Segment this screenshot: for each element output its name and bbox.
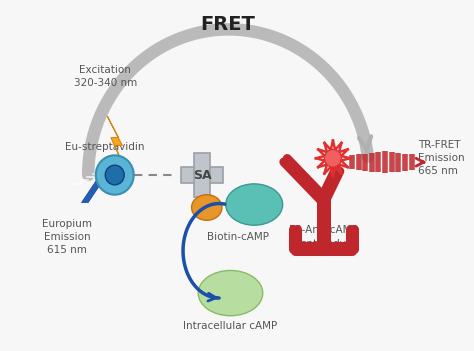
Text: Excitation
320-340 nm: Excitation 320-340 nm [73,65,137,88]
Text: Eu-streptavidin: Eu-streptavidin [65,143,145,152]
Text: Biotin-cAMP: Biotin-cAMP [207,232,269,242]
Text: SA: SA [193,168,211,181]
Polygon shape [107,116,124,167]
Ellipse shape [198,271,263,316]
Text: TR-FRET
Emission
665 nm: TR-FRET Emission 665 nm [419,140,465,177]
Text: FR-Anti-cAMP
antibody: FR-Anti-cAMP antibody [289,225,358,249]
Bar [194,153,210,197]
Text: FRET: FRET [200,15,255,34]
Ellipse shape [191,195,222,220]
Bar [181,167,223,183]
Circle shape [324,150,341,167]
Ellipse shape [226,184,283,225]
Circle shape [96,155,134,195]
Text: Intracellular cAMP: Intracellular cAMP [183,320,278,331]
Polygon shape [82,167,112,203]
Text: Europium
Emission
615 nm: Europium Emission 615 nm [42,219,92,255]
Circle shape [105,165,124,185]
